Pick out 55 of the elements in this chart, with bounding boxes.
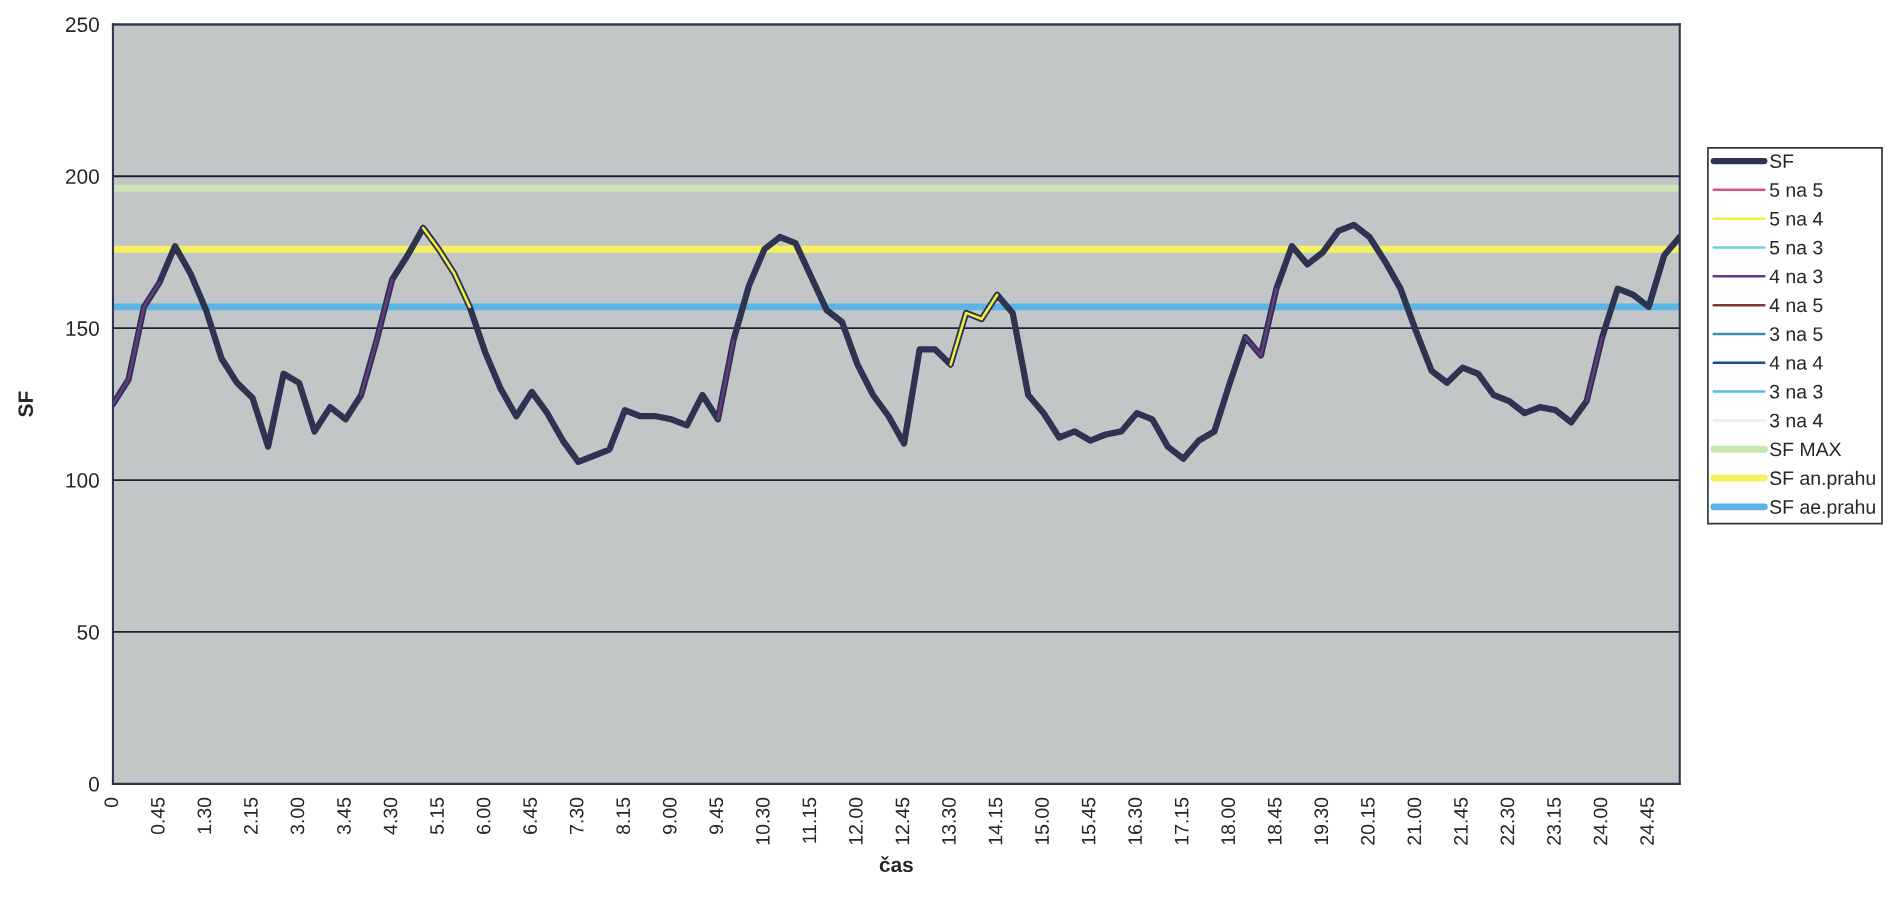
y-tick-label: 150 <box>66 321 99 336</box>
x-tick-label: 18.00 <box>1221 797 1236 845</box>
legend-label: 3 na 5 <box>1769 327 1823 341</box>
x-tick-label: 3.00 <box>290 797 305 835</box>
x-tick-label: 21.00 <box>1407 797 1422 845</box>
x-tick-label: 1.30 <box>197 797 212 834</box>
x-tick-label: 15.00 <box>1035 797 1049 845</box>
x-tick-label: 11.15 <box>802 797 817 843</box>
x-tick-label: 13.30 <box>942 797 956 845</box>
x-tick-label: 8.15 <box>616 797 631 835</box>
x-tick-label: 18.45 <box>1267 797 1282 845</box>
legend-label: SF ae.prahu <box>1770 499 1875 518</box>
x-tick-label: 9.00 <box>662 797 677 834</box>
x-tick-label: 10.30 <box>755 797 770 845</box>
legend-label: SF an.prahu <box>1770 470 1875 489</box>
legend-label: 5 na 3 <box>1769 240 1823 255</box>
x-tick-label: 19.30 <box>1314 797 1329 845</box>
x-tick-label: 17.15 <box>1174 797 1189 845</box>
x-tick-label: 6.45 <box>523 797 537 834</box>
y-tick-label: 50 <box>77 624 99 640</box>
legend-label: SF MAX <box>1770 442 1842 457</box>
x-tick-label: 12.00 <box>849 797 863 845</box>
y-tick-label: 100 <box>66 473 99 488</box>
x-tick-label: 16.30 <box>1128 797 1142 845</box>
legend-label: SF <box>1770 154 1794 169</box>
y-tick-label: 250 <box>66 17 99 33</box>
legend-label: 4 na 4 <box>1769 356 1823 370</box>
x-tick-label: 2.15 <box>244 797 258 834</box>
x-tick-label: 3.45 <box>337 797 351 835</box>
x-tick-label: 9.45 <box>709 797 724 834</box>
x-tick-label: 23.15 <box>1547 797 1561 845</box>
x-tick-label: 7.30 <box>569 797 584 834</box>
x-tick-label: 4.30 <box>383 797 398 835</box>
legend-label: 3 na 3 <box>1769 384 1823 399</box>
legend-label: 4 na 5 <box>1769 298 1823 313</box>
x-axis-title: čas <box>879 856 913 873</box>
x-tick-label: 5.15 <box>430 797 444 835</box>
legend-label: 3 na 4 <box>1769 413 1823 428</box>
x-tick-label: 6.00 <box>476 797 491 834</box>
legend-label: 5 na 4 <box>1769 212 1823 226</box>
x-tick-label: 0.45 <box>150 797 165 835</box>
legend-label: 5 na 5 <box>1769 183 1823 197</box>
x-tick-label: 12.45 <box>895 797 910 845</box>
y-axis-title: SF <box>18 391 34 417</box>
x-tick-label: 24.45 <box>1640 797 1654 845</box>
x-tick-label: 24.00 <box>1593 797 1608 845</box>
x-tick-label: 14.15 <box>988 797 1003 845</box>
x-tick-label: 20.15 <box>1360 797 1375 845</box>
x-tick-label: 22.30 <box>1500 797 1515 845</box>
legend-label: 4 na 3 <box>1769 269 1823 284</box>
y-tick-label: 200 <box>66 169 99 184</box>
x-tick-label: 15.45 <box>1081 797 1096 845</box>
y-tick-label: 0 <box>88 776 99 792</box>
x-tick-label: 21.45 <box>1454 797 1468 845</box>
x-tick-label: 0 <box>104 797 119 808</box>
